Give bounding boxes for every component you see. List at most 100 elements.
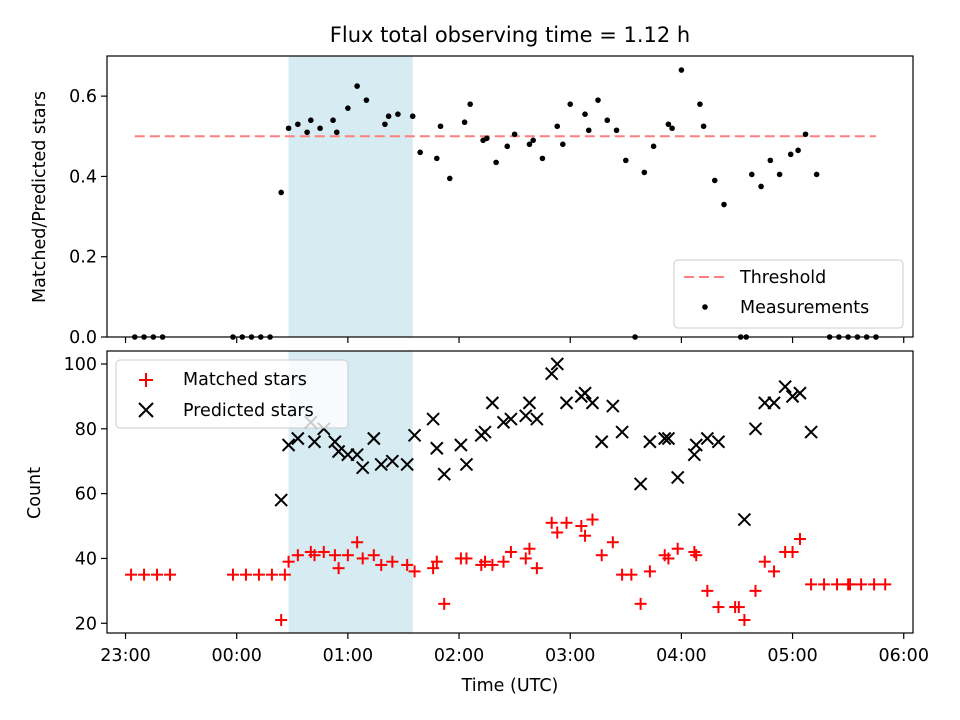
measurement-point <box>595 97 601 103</box>
bottom-y-tick-label: 60 <box>75 485 97 505</box>
measurement-point <box>585 127 592 134</box>
predicted-star-marker <box>331 444 346 459</box>
predicted-marker-b <box>496 415 511 430</box>
top-chart-title: Flux total observing time = 1.12 h <box>330 23 690 47</box>
measurement-point <box>317 125 323 132</box>
bottom-y-tick-label: 100 <box>64 355 97 375</box>
predicted-marker-b <box>804 425 818 439</box>
predicted-marker-b <box>522 396 537 410</box>
predicted-star-marker <box>496 415 511 430</box>
measurement-point <box>613 127 620 134</box>
measurement-point <box>434 155 440 162</box>
predicted-marker-b <box>778 379 792 394</box>
measurement-point <box>767 157 774 164</box>
predicted-marker-b <box>793 386 807 400</box>
measurement-point <box>461 119 468 126</box>
matched-star-marker <box>328 549 341 562</box>
matched-star-marker <box>579 529 592 542</box>
measurement-point <box>330 117 336 124</box>
matched-star-marker <box>793 533 806 545</box>
predicted-star-marker <box>367 431 381 446</box>
bottom-x-ticks: 23:00 00:00 01:00 02:00 03:00 04:00 05:00 06:00 <box>100 633 929 666</box>
predicted-star-marker <box>633 477 648 491</box>
bottom-x-tick-label: 23:00 <box>100 646 150 666</box>
matched-star-marker <box>430 555 443 568</box>
matched-star-marker <box>786 545 799 558</box>
matched-star-marker <box>356 552 369 565</box>
predicted-star-marker <box>485 396 500 410</box>
matched-star-marker <box>712 601 725 614</box>
predicted-star-marker <box>426 412 440 426</box>
bottom-x-tick-label: 05:00 <box>767 646 817 666</box>
measurement-point <box>304 129 310 136</box>
predicted-star-marker <box>670 470 685 485</box>
predicted-star-marker <box>437 467 451 481</box>
measurement-point <box>308 117 314 124</box>
predicted-marker-b <box>374 457 388 472</box>
top-y-tick-label: 0.0 <box>69 328 97 348</box>
predicted-star-marker <box>793 386 807 400</box>
matched-star-marker <box>427 562 440 575</box>
measurement-point <box>382 121 388 128</box>
matched-star-marker <box>586 513 599 526</box>
predicted-marker-b <box>700 431 715 446</box>
matched-star-marker <box>401 558 414 571</box>
top-axes-frame <box>106 55 914 338</box>
predicted-marker-b <box>459 457 474 472</box>
matched-star-marker <box>868 578 881 591</box>
measurement-point <box>758 183 764 190</box>
measurement-point <box>700 123 707 130</box>
matched-star-marker <box>125 568 138 581</box>
predicted-star-marker <box>328 435 342 449</box>
measurement-point <box>333 129 340 136</box>
predicted-marker-b <box>544 366 559 381</box>
matched-star-marker <box>252 568 265 581</box>
predicted-marker-b <box>504 412 518 426</box>
matched-star-marker <box>732 601 745 614</box>
measurement-point <box>749 171 755 178</box>
legend-predicted-label: Predicted stars <box>183 401 314 421</box>
predicted-marker-b <box>385 454 400 468</box>
measurement-point <box>354 83 360 89</box>
predicted-marker-b <box>643 435 657 449</box>
predicted-star-marker <box>544 366 559 381</box>
measurement-point <box>604 117 611 124</box>
predicted-star-marker <box>737 512 752 527</box>
matched-star-marker <box>138 568 151 581</box>
predicted-marker-b <box>595 435 609 449</box>
measurement-point <box>554 123 561 130</box>
predicted-star-marker <box>274 493 288 507</box>
predicted-star-marker <box>595 435 609 449</box>
matched-star-marker <box>545 516 558 529</box>
matched-star-marker <box>625 568 638 581</box>
predicted-marker-b <box>291 431 305 446</box>
measurement-point <box>623 157 629 164</box>
predicted-marker-b <box>400 457 414 472</box>
matched-star-marker <box>497 555 510 568</box>
measurement-point <box>395 111 401 118</box>
measurement-point <box>813 171 820 178</box>
predicted-star-marker <box>519 409 533 423</box>
measurement-point <box>385 113 392 120</box>
bottom-y-ticks: 20 40 60 80 100 <box>64 355 107 634</box>
measurement-point <box>776 171 783 178</box>
measurement-point <box>669 125 675 132</box>
top-y-ticks: 0.0 0.2 0.4 0.6 <box>69 87 107 348</box>
matched-star-marker <box>662 552 675 565</box>
matched-star-marker <box>690 549 703 562</box>
matched-star-marker <box>530 562 543 575</box>
predicted-marker-b <box>454 438 468 452</box>
bottom-x-tick-label: 06:00 <box>879 646 929 666</box>
measurement-point <box>493 159 499 166</box>
predicted-star-marker <box>767 396 781 410</box>
matched-stars-points <box>125 513 892 627</box>
measurement-point <box>446 175 453 182</box>
matched-star-marker <box>486 558 499 571</box>
predicted-star-marker <box>504 412 518 426</box>
matched-star-marker <box>768 565 781 578</box>
predicted-star-marker <box>374 457 388 472</box>
predicted-star-marker <box>748 422 763 436</box>
legend-predicted-swatch <box>138 402 154 418</box>
predicted-star-marker <box>711 435 726 449</box>
bottom-legend-box <box>115 359 349 429</box>
